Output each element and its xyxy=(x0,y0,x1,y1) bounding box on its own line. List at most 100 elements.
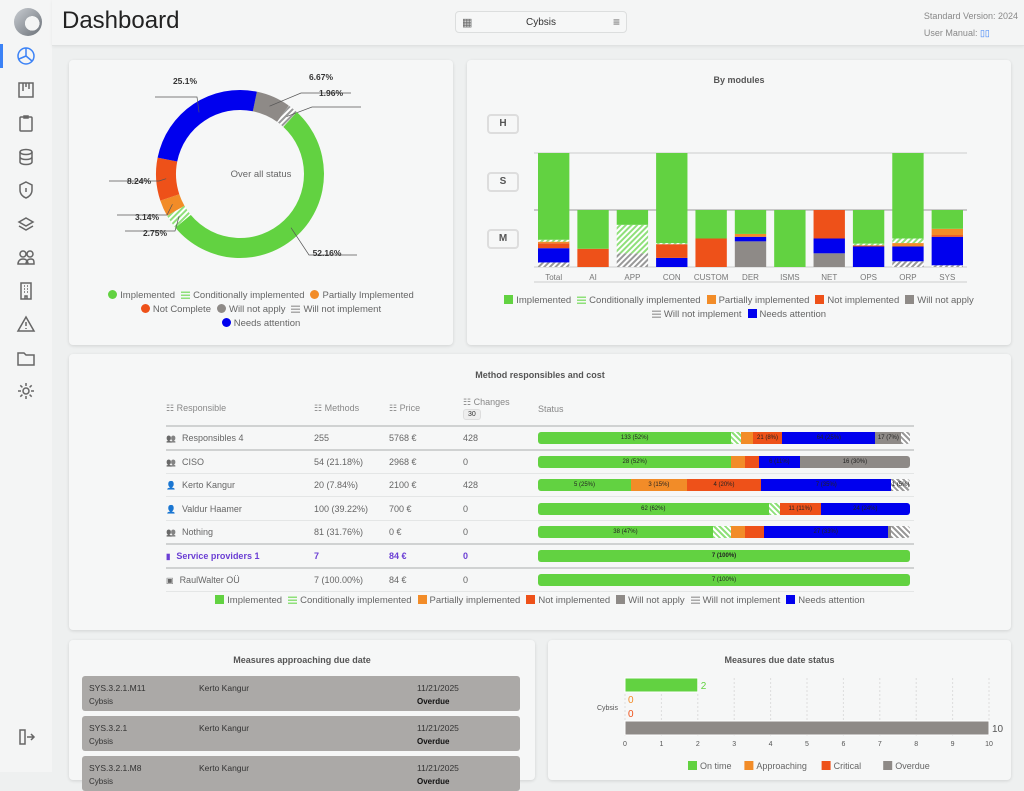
status-bar[interactable]: 7 (100%) xyxy=(538,573,910,586)
status-segment-not_implemented[interactable] xyxy=(745,525,764,538)
level-h-button[interactable]: H xyxy=(487,114,519,134)
bar-segment-implemented[interactable] xyxy=(931,210,963,229)
bar-segment-implemented[interactable] xyxy=(734,210,767,234)
bar-segment-implemented[interactable] xyxy=(892,153,924,239)
bar-segment-partial[interactable] xyxy=(931,228,963,236)
donut-slice-will_not_apply[interactable] xyxy=(252,91,289,122)
bar-segment-not_implemented[interactable] xyxy=(538,243,570,249)
legend-item-implemented[interactable]: Implemented xyxy=(504,295,571,306)
logout-button[interactable] xyxy=(0,722,52,752)
sidebar-item-users[interactable] xyxy=(0,242,52,272)
bar-segment-implemented[interactable] xyxy=(577,210,609,249)
legend-item-needs_attention[interactable]: Needs attention xyxy=(747,309,826,320)
sidebar-item-organization[interactable] xyxy=(0,276,52,306)
due-item[interactable]: SYS.3.2.1.M8 Kerto Kangur 11/21/2025 Cybsis… xyxy=(82,756,520,791)
bar-segment-will_not_apply[interactable] xyxy=(734,241,767,267)
bar-segment-will_not_implement[interactable] xyxy=(931,265,963,267)
sidebar-item-security[interactable] xyxy=(0,175,52,205)
legend-label[interactable]: On time xyxy=(700,761,732,771)
legend-item-partial[interactable]: Partially implemented xyxy=(417,595,520,606)
donut-slice-needs_attention[interactable] xyxy=(157,90,257,162)
due-item[interactable]: SYS.3.2.1 Kerto Kangur 11/21/2025 Cybsis Ove… xyxy=(82,716,520,751)
legend-item-will_not_apply[interactable]: Will not apply xyxy=(216,304,285,315)
bar-segment-not_implemented[interactable] xyxy=(813,210,845,239)
bar-segment-needs_attention[interactable] xyxy=(813,238,845,254)
legend-item-will_not_implement[interactable]: Will not implement xyxy=(690,595,780,606)
legend-label[interactable]: Approaching xyxy=(756,761,807,771)
bar-segment-implemented[interactable] xyxy=(656,153,688,244)
status-segment-will_not_apply[interactable]: 17 (7%) xyxy=(875,431,902,444)
status-bar[interactable]: 38 (47%) 27 (33%) xyxy=(538,525,910,538)
legend-item-not_implemented[interactable]: Not Complete xyxy=(140,304,211,315)
bar-segment-conditional[interactable] xyxy=(892,238,924,244)
status-segment-partial[interactable]: 3 (15%) xyxy=(631,478,687,491)
bar-segment-will_not_implement[interactable] xyxy=(892,261,924,267)
status-segment-implemented[interactable]: 28 (52%) xyxy=(538,455,732,468)
bar-segment-conditional[interactable] xyxy=(656,243,688,245)
status-segment-conditional[interactable] xyxy=(768,502,780,515)
table-row[interactable]: 👥 Responsibles 4 255 5768 € 428 133 (52%) 21 (… xyxy=(166,426,914,450)
legend-item-will_not_apply[interactable]: Will not apply xyxy=(905,295,974,306)
col-price[interactable]: ☷ Price xyxy=(389,403,421,413)
status-segment-conditional[interactable] xyxy=(712,525,732,538)
bar-segment-implemented[interactable] xyxy=(538,153,570,240)
status-segment-implemented[interactable]: 38 (47%) xyxy=(538,525,713,538)
bar-segment-implemented[interactable] xyxy=(695,210,727,239)
bar-segment-conditional[interactable] xyxy=(538,239,570,242)
legend-item-partial[interactable]: Partially implemented xyxy=(706,295,809,306)
sidebar-item-risks[interactable] xyxy=(0,309,52,339)
bar-segment-will_not_implement[interactable] xyxy=(538,262,570,267)
status-segment-partial[interactable] xyxy=(741,431,753,444)
col-methods[interactable]: ☷ Methods xyxy=(314,403,360,413)
bar-segment-will_not_implement[interactable] xyxy=(616,253,649,267)
status-bar[interactable]: 133 (52%) 21 (8%) 64 (25%) 17 (7%) xyxy=(538,431,910,444)
status-segment-not_implemented[interactable]: 11 (11%) xyxy=(779,502,821,515)
status-segment-conditional[interactable] xyxy=(731,431,742,444)
legend-item-will_not_apply[interactable]: Will not apply xyxy=(616,595,685,606)
bar-segment-partial[interactable] xyxy=(892,243,924,247)
bar-segment-conditional[interactable] xyxy=(616,224,649,254)
sidebar-item-modules[interactable] xyxy=(0,75,52,105)
status-segment-partial[interactable] xyxy=(731,455,746,468)
sidebar-item-tasks[interactable] xyxy=(0,108,52,138)
legend-label[interactable]: Critical xyxy=(834,761,862,771)
changes-days-stepper[interactable]: 30 xyxy=(463,409,481,420)
legend-item-needs_attention[interactable]: Needs attention xyxy=(786,595,865,606)
status-segment-will_not_apply[interactable] xyxy=(887,525,892,538)
bar-segment-partial[interactable] xyxy=(538,241,570,244)
status-bar[interactable]: 62 (62%) 11 (11%) 24 (24%) xyxy=(538,502,910,515)
status-bar[interactable]: 28 (52%) 6 (11%) 16 (30%) xyxy=(538,455,910,468)
status-segment-needs_attention[interactable]: 64 (25%) xyxy=(782,431,876,444)
bar-segment-needs_attention[interactable] xyxy=(538,248,570,263)
legend-item-will_not_implement[interactable]: Will not implement xyxy=(291,304,381,315)
legend-item-conditional[interactable]: Conditionally implemented xyxy=(181,290,304,301)
legend-item-not_implemented[interactable]: Not implemented xyxy=(526,595,610,606)
bar-segment-not_implemented[interactable] xyxy=(931,235,963,237)
status-segment-needs_attention[interactable]: 6 (11%) xyxy=(758,455,800,468)
due-item[interactable]: SYS.3.2.1.M11 Kerto Kangur 11/21/2025 Cybsi… xyxy=(82,676,520,711)
sidebar-item-database[interactable] xyxy=(0,142,52,172)
legend-item-implemented[interactable]: Implemented xyxy=(215,595,282,606)
bar-segment-needs_attention[interactable] xyxy=(734,236,767,242)
bar-segment-not_implemented[interactable] xyxy=(577,248,609,267)
bar-on-time[interactable] xyxy=(624,677,699,693)
legend-label[interactable]: Overdue xyxy=(895,761,930,771)
bar-segment-implemented[interactable] xyxy=(774,210,806,267)
status-segment-partial[interactable] xyxy=(731,525,746,538)
legend-item-needs_attention[interactable]: Needs attention xyxy=(221,318,300,329)
status-segment-implemented[interactable]: 7 (100%) xyxy=(538,549,910,562)
legend-item-partial[interactable]: Partially Implemented xyxy=(310,290,414,301)
donut-slice-implemented[interactable] xyxy=(175,112,324,258)
bar-segment-implemented[interactable] xyxy=(616,210,649,225)
book-icon[interactable]: ▯▯ xyxy=(979,28,990,38)
table-row[interactable]: 👤 Valdur Haamer 100 (39.22%) 700 € 0 62 (62%)… xyxy=(166,497,914,521)
legend-item-conditional[interactable]: Conditionally implemented xyxy=(577,295,701,306)
legend-item-not_implemented[interactable]: Not implemented xyxy=(815,295,899,306)
status-segment-implemented[interactable]: 7 (100%) xyxy=(538,573,910,586)
status-bar[interactable]: 7 (100%) xyxy=(538,549,910,562)
level-s-button[interactable]: S xyxy=(487,172,519,192)
status-segment-needs_attention[interactable]: 7 (35%) xyxy=(761,478,892,491)
status-segment-not_implemented[interactable]: 21 (8%) xyxy=(752,431,783,444)
status-segment-implemented[interactable]: 62 (62%) xyxy=(538,502,769,515)
donut-slice-not_implemented[interactable] xyxy=(156,157,180,201)
